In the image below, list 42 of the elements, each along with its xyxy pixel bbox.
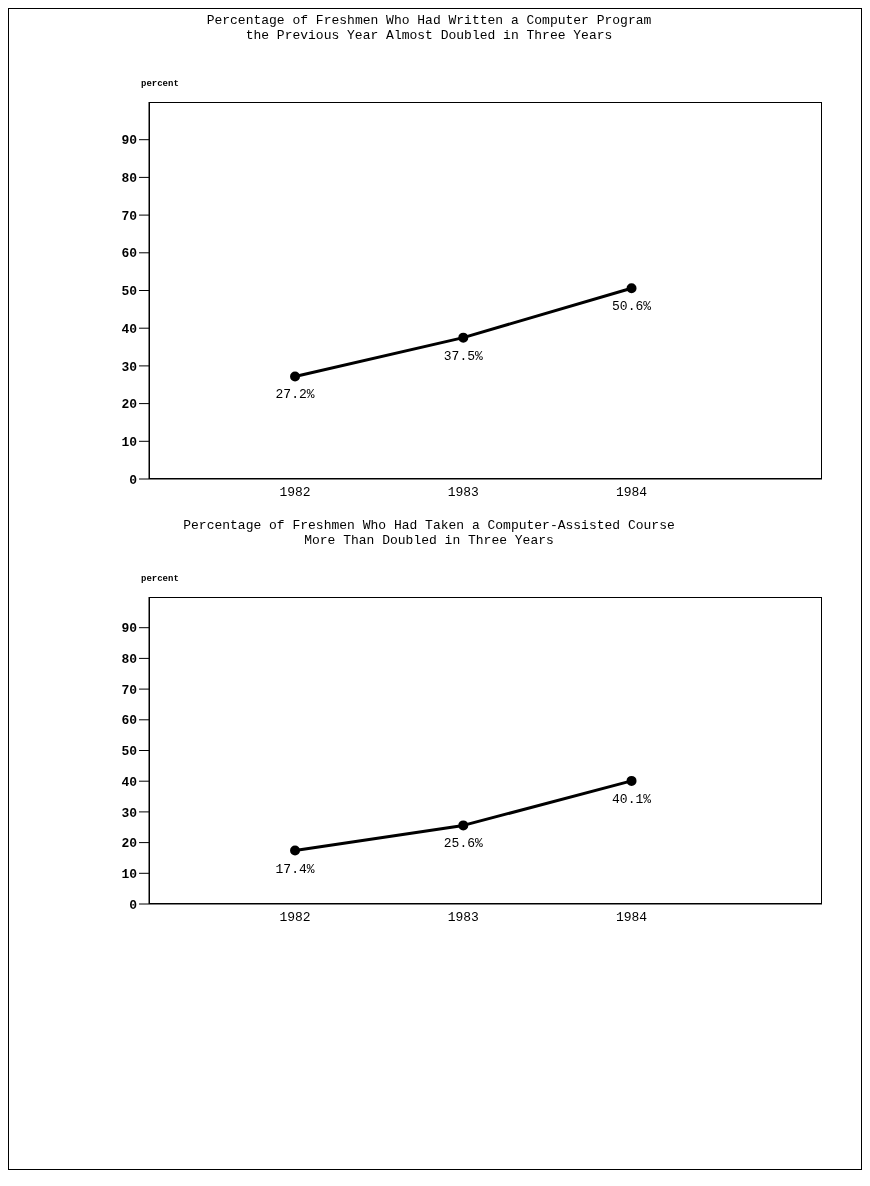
y-axis-title: percent	[141, 574, 180, 586]
y-tick-label: 50	[121, 284, 138, 300]
y-tick-label: 70	[121, 208, 138, 224]
x-tick-label: 1982	[279, 485, 311, 501]
y-tick-label: 30	[121, 359, 138, 375]
data-label: 50.6%	[612, 299, 652, 315]
x-tick-label: 1983	[447, 910, 479, 926]
y-tick-label: 30	[121, 805, 138, 821]
y-axis-title: percent	[141, 79, 180, 91]
y-tick-label: 40	[121, 321, 138, 337]
data-label: 40.1%	[612, 791, 652, 807]
y-tick-label: 60	[121, 246, 138, 262]
y-tick-label: 90	[121, 621, 138, 637]
y-tick-label: 40	[121, 774, 138, 790]
y-tick-label: 80	[121, 652, 138, 668]
y-tick-label: 10	[121, 866, 138, 882]
y-tick-label: 80	[121, 171, 138, 187]
x-tick-label: 1984	[615, 910, 648, 926]
point	[290, 371, 301, 382]
chart-title: Percentage of Freshmen Who Had Taken a Computer-Assisted Course More Than Doubled in Three Years	[182, 517, 676, 550]
y-tick-label: 70	[121, 682, 138, 698]
x-tick-label: 1984	[615, 485, 648, 501]
point	[290, 845, 301, 856]
data-label: 17.4%	[275, 861, 315, 877]
y-tick-label: 10	[121, 434, 138, 450]
x-tick-label: 1983	[447, 485, 479, 501]
y-tick-label: 20	[121, 836, 138, 852]
y-tick-label: 90	[121, 133, 138, 149]
y-tick-label: 60	[121, 713, 138, 729]
point	[626, 775, 637, 786]
y-tick-label: 0	[129, 897, 138, 913]
data-label: 27.2%	[275, 387, 315, 403]
data-label: 37.5%	[443, 348, 483, 364]
x-tick-label: 1982	[279, 910, 311, 926]
y-tick-label: 0	[129, 472, 138, 488]
point	[458, 820, 469, 831]
point	[626, 283, 637, 294]
data-label: 25.6%	[443, 836, 483, 852]
chart-title: Percentage of Freshmen Who Had Written a Computer Program the Previous Year Almost Doubled in Three Years	[205, 12, 653, 45]
point	[458, 332, 469, 343]
y-tick-label: 50	[121, 744, 138, 760]
y-tick-label: 20	[121, 397, 138, 413]
